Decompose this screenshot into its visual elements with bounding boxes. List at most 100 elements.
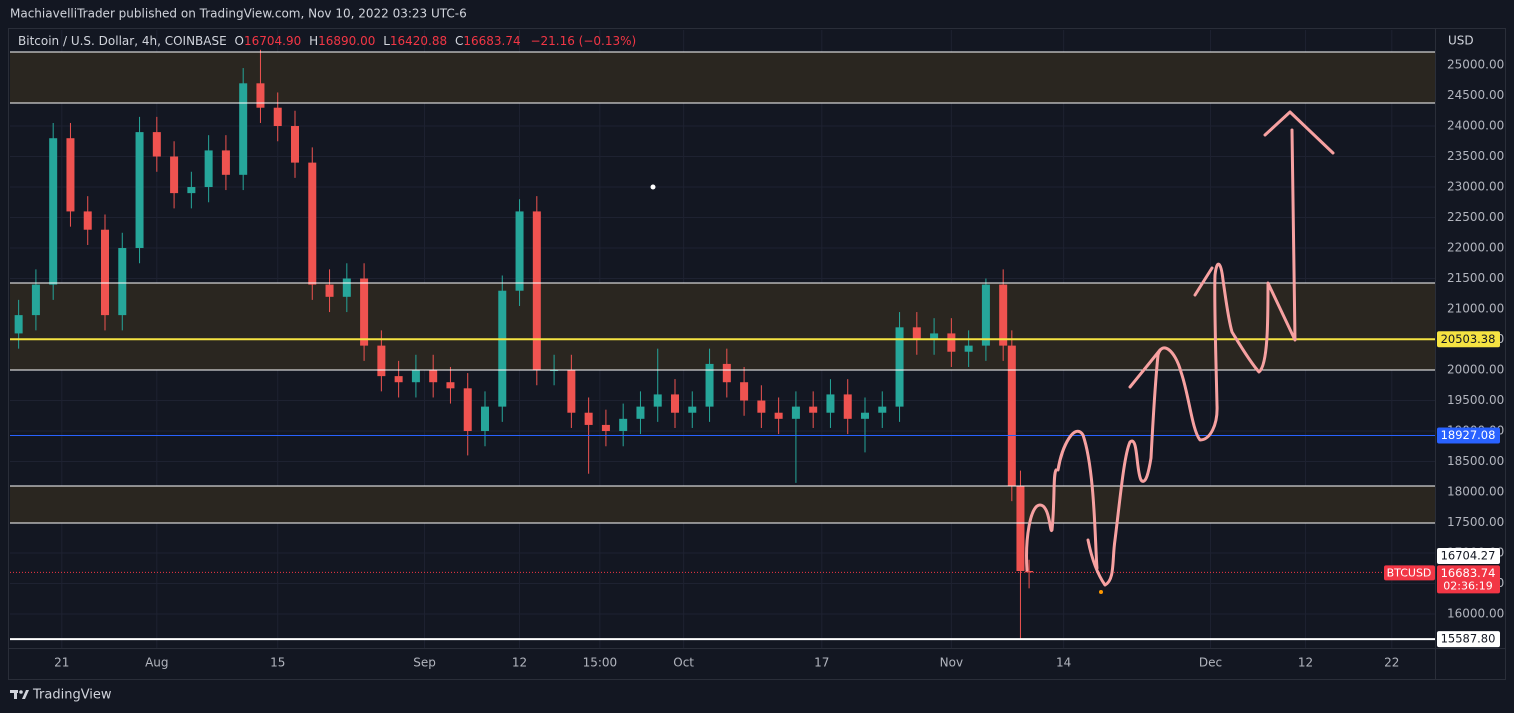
brand-logo bbox=[10, 690, 29, 699]
candle-body bbox=[912, 327, 921, 340]
candle-body bbox=[671, 394, 679, 413]
candle-body bbox=[636, 406, 645, 419]
x-tick-label: 15:00 bbox=[583, 656, 618, 670]
candle-body bbox=[878, 406, 887, 413]
marker-dot bbox=[1099, 590, 1103, 594]
symbol-tag: BTCUSD bbox=[1387, 566, 1432, 579]
candle-body bbox=[204, 150, 213, 188]
candle-body bbox=[325, 284, 334, 297]
candle-body bbox=[498, 290, 507, 407]
x-tick-label: 17 bbox=[814, 656, 829, 670]
zone bbox=[10, 283, 1435, 371]
candle-body bbox=[463, 388, 472, 432]
candle-body bbox=[239, 83, 248, 175]
y-tick-label: 21500.00 bbox=[1447, 271, 1504, 285]
candle-body bbox=[809, 406, 818, 413]
ohlc-key: C bbox=[455, 34, 463, 48]
y-tick-label: 18000.00 bbox=[1447, 485, 1504, 499]
candle-body bbox=[187, 187, 196, 194]
candle-body bbox=[135, 132, 144, 249]
level-label-box bbox=[1437, 427, 1500, 444]
y-tick-label: 22500.00 bbox=[1447, 210, 1504, 224]
candle-body bbox=[170, 156, 179, 194]
x-tick-label: Sep bbox=[413, 656, 436, 670]
candle-body bbox=[256, 83, 265, 108]
y-tick-label: 16000.00 bbox=[1447, 607, 1504, 621]
candle-body bbox=[1016, 485, 1025, 572]
ohlc-value: 16704.90 bbox=[244, 34, 301, 48]
candle-body bbox=[446, 382, 455, 389]
candle-body bbox=[273, 107, 282, 127]
candle-body bbox=[688, 406, 697, 413]
candle-body bbox=[515, 211, 524, 291]
candle-body bbox=[152, 132, 161, 157]
zone bbox=[10, 52, 1435, 104]
currency: USD bbox=[1448, 34, 1474, 48]
x-tick-label: 14 bbox=[1056, 656, 1071, 670]
y-tick-label: 23000.00 bbox=[1447, 180, 1504, 194]
level-label-box bbox=[1437, 331, 1500, 348]
ohlc-key: H bbox=[309, 34, 318, 48]
zone-layer bbox=[10, 52, 1435, 524]
ohlc-value: 16683.74 bbox=[463, 34, 520, 48]
symbol-box bbox=[1384, 565, 1435, 581]
candle-body bbox=[774, 412, 783, 419]
candle-body bbox=[757, 400, 766, 413]
x-tick-label: 22 bbox=[1384, 656, 1399, 670]
logo-part bbox=[14, 690, 17, 699]
y-tick-label: 18500.00 bbox=[1447, 454, 1504, 468]
candle-body bbox=[342, 278, 351, 297]
x-tick-label: 12 bbox=[512, 656, 527, 670]
zone bbox=[10, 486, 1435, 524]
candle-body bbox=[83, 211, 92, 230]
x-tick-label: 12 bbox=[1298, 656, 1313, 670]
candle-body bbox=[947, 333, 956, 352]
candle-body bbox=[1007, 345, 1016, 486]
user-drawing bbox=[1025, 110, 1335, 587]
candle-body bbox=[481, 406, 489, 432]
y-tick-label: 24000.00 bbox=[1447, 119, 1504, 133]
candle-body bbox=[411, 370, 420, 383]
ohlc-value: 16420.88 bbox=[390, 34, 447, 48]
change: −21.16 (−0.13%) bbox=[530, 34, 636, 48]
publish-info: MachiavelliTrader published on TradingVi… bbox=[10, 7, 467, 21]
drawn-arrow-head bbox=[1263, 110, 1335, 155]
price-label-box bbox=[1437, 548, 1500, 565]
y-tick-label: 22000.00 bbox=[1447, 241, 1504, 255]
y-tick-label: 17500.00 bbox=[1447, 515, 1504, 529]
candle-body bbox=[653, 394, 662, 407]
candle-body bbox=[14, 315, 23, 334]
logo-part bbox=[22, 690, 29, 699]
last-price-box bbox=[1437, 565, 1500, 594]
last-price: 16683.74 bbox=[1441, 566, 1496, 580]
candle-body bbox=[999, 284, 1008, 346]
y-tick-label: 21000.00 bbox=[1447, 302, 1504, 316]
candle-body bbox=[532, 211, 541, 371]
drawn-path bbox=[1025, 128, 1297, 587]
candle-body bbox=[826, 394, 835, 413]
x-tick-label: 21 bbox=[54, 656, 69, 670]
candle-body bbox=[567, 370, 576, 413]
y-tick-label: 24500.00 bbox=[1447, 88, 1504, 102]
level-label: 15587.80 bbox=[1441, 632, 1496, 646]
candle-body bbox=[394, 376, 403, 383]
price-label: 16704.27 bbox=[1441, 549, 1496, 563]
candle-body bbox=[66, 138, 75, 212]
x-tick-label: 15 bbox=[270, 656, 285, 670]
candle-layer bbox=[14, 49, 1034, 640]
candle-body bbox=[308, 162, 317, 285]
candle-body bbox=[291, 126, 299, 163]
level-label: 20503.38 bbox=[1441, 332, 1496, 346]
candle-body bbox=[49, 138, 58, 285]
candle-body bbox=[601, 424, 610, 432]
legend: Bitcoin / U.S. Dollar, 4h, COINBASE O167… bbox=[18, 34, 636, 48]
candle-body bbox=[429, 370, 438, 383]
candle-body bbox=[1025, 571, 1034, 573]
candle-body bbox=[221, 150, 230, 175]
candle-body bbox=[981, 284, 990, 346]
brand: TradingView bbox=[32, 688, 112, 703]
marker-dot bbox=[650, 184, 656, 190]
level-label-box bbox=[1437, 631, 1500, 648]
